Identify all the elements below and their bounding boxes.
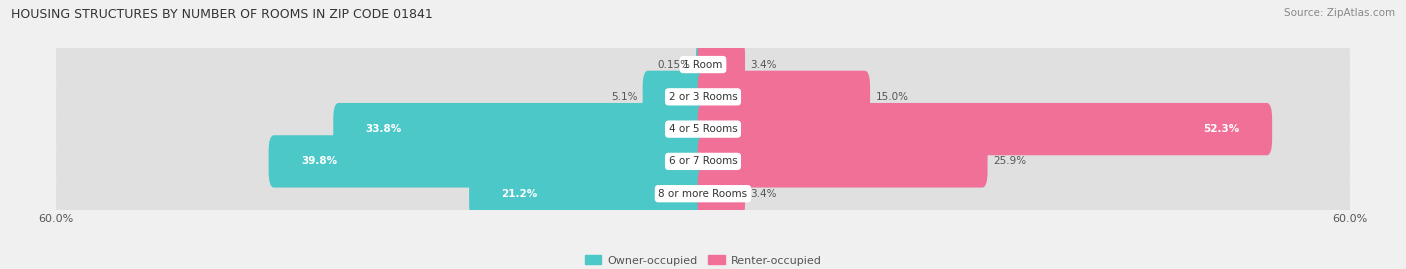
Text: HOUSING STRUCTURES BY NUMBER OF ROOMS IN ZIP CODE 01841: HOUSING STRUCTURES BY NUMBER OF ROOMS IN… [11,8,433,21]
FancyBboxPatch shape [56,81,1350,113]
Text: 1 Room: 1 Room [683,59,723,70]
Text: Source: ZipAtlas.com: Source: ZipAtlas.com [1284,8,1395,18]
Text: 39.8%: 39.8% [301,156,337,167]
Text: 21.2%: 21.2% [502,189,537,199]
Text: 3.4%: 3.4% [751,59,778,70]
Legend: Owner-occupied, Renter-occupied: Owner-occupied, Renter-occupied [585,255,821,266]
Text: 4 or 5 Rooms: 4 or 5 Rooms [669,124,737,134]
FancyBboxPatch shape [56,22,1350,107]
FancyBboxPatch shape [697,135,987,187]
Text: 15.0%: 15.0% [876,92,908,102]
Text: 8 or more Rooms: 8 or more Rooms [658,189,748,199]
FancyBboxPatch shape [333,103,709,155]
Text: 5.1%: 5.1% [610,92,637,102]
FancyBboxPatch shape [56,48,1350,81]
FancyBboxPatch shape [269,135,709,187]
FancyBboxPatch shape [56,55,1350,139]
Text: 0.15%: 0.15% [658,59,690,70]
FancyBboxPatch shape [696,38,709,91]
FancyBboxPatch shape [56,178,1350,210]
FancyBboxPatch shape [56,87,1350,171]
Text: 25.9%: 25.9% [993,156,1026,167]
FancyBboxPatch shape [56,119,1350,204]
FancyBboxPatch shape [697,71,870,123]
FancyBboxPatch shape [56,151,1350,236]
Text: 33.8%: 33.8% [366,124,402,134]
FancyBboxPatch shape [697,168,745,220]
FancyBboxPatch shape [56,145,1350,178]
Text: 3.4%: 3.4% [751,189,778,199]
FancyBboxPatch shape [56,113,1350,145]
Text: 52.3%: 52.3% [1204,124,1240,134]
FancyBboxPatch shape [643,71,709,123]
FancyBboxPatch shape [470,168,709,220]
FancyBboxPatch shape [697,38,745,91]
FancyBboxPatch shape [697,103,1272,155]
Text: 2 or 3 Rooms: 2 or 3 Rooms [669,92,737,102]
Text: 6 or 7 Rooms: 6 or 7 Rooms [669,156,737,167]
